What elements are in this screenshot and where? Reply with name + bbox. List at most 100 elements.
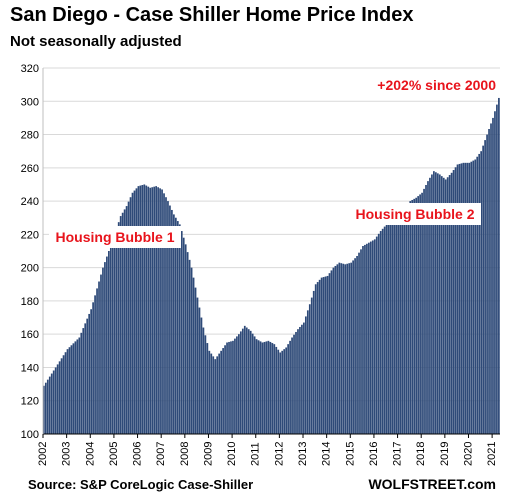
bar (371, 240, 374, 434)
bar (336, 264, 339, 434)
bar (202, 327, 205, 434)
bar (460, 163, 463, 434)
bar (52, 370, 55, 434)
bar (395, 218, 398, 434)
bar (297, 329, 299, 434)
bar (186, 252, 189, 434)
bar (46, 379, 49, 434)
bar (440, 176, 443, 434)
bar (180, 231, 183, 434)
bar (167, 201, 169, 434)
y-tick-label: 160 (21, 329, 39, 341)
bar (466, 162, 469, 434)
bar (342, 263, 345, 434)
bar (480, 151, 483, 434)
bar (131, 192, 134, 434)
y-tick-label: 240 (21, 196, 39, 208)
bar (275, 346, 278, 434)
bar (228, 341, 230, 434)
bar (129, 197, 132, 434)
bar (456, 164, 459, 435)
bar (149, 187, 152, 434)
bar (289, 340, 291, 434)
bar (458, 163, 461, 434)
bar (194, 287, 197, 434)
bar (496, 104, 498, 434)
x-tick-label: 2008 (179, 442, 191, 466)
bar (151, 187, 154, 434)
bar (482, 145, 484, 434)
bar (271, 343, 274, 434)
bar (96, 288, 98, 434)
bar (417, 196, 419, 434)
bar (348, 263, 351, 434)
bar (259, 341, 262, 434)
bar (238, 334, 240, 434)
bar (169, 205, 171, 434)
bar (306, 310, 309, 434)
bar (354, 258, 356, 434)
bar (90, 309, 92, 434)
bar (153, 186, 156, 434)
bar (102, 267, 104, 434)
bar (362, 246, 364, 434)
bar (253, 336, 256, 434)
bar (330, 270, 333, 434)
x-tick-label: 2019 (439, 442, 451, 466)
bar (239, 331, 242, 434)
bar (157, 187, 159, 434)
bar (135, 188, 138, 434)
bar (178, 224, 181, 434)
bar (490, 123, 492, 434)
bar (48, 376, 51, 434)
bar (375, 236, 378, 434)
bar (190, 267, 193, 434)
bar (435, 172, 437, 434)
housing-bubble-1-label: Housing Bubble 1 (56, 229, 175, 245)
bar (324, 276, 327, 434)
x-tick-label: 2021 (486, 442, 498, 466)
x-tick-label: 2013 (297, 442, 309, 466)
y-tick-label: 120 (21, 396, 39, 408)
bar (206, 343, 209, 434)
bar (415, 197, 418, 434)
bar (385, 224, 388, 434)
bar (303, 322, 305, 434)
bar (88, 313, 91, 434)
bar (314, 284, 317, 434)
bar (255, 339, 258, 434)
bar (106, 256, 108, 434)
bar (454, 167, 457, 434)
bar (287, 344, 289, 434)
bar (366, 243, 368, 434)
bar (387, 223, 390, 434)
bar (419, 194, 421, 434)
x-tick-label: 2015 (344, 442, 356, 466)
bar (391, 221, 394, 434)
y-tick-label: 300 (21, 96, 39, 108)
axes (42, 68, 500, 435)
bar (397, 217, 400, 434)
bar (431, 174, 433, 434)
y-tick-label: 260 (21, 163, 39, 175)
bar (243, 325, 246, 434)
housing-bubble-2-box (349, 203, 481, 225)
x-tick-label: 2011 (250, 442, 262, 466)
bar (241, 328, 244, 434)
bar (62, 355, 65, 434)
bar (123, 209, 126, 434)
y-tick-label: 180 (21, 296, 39, 308)
x-tick-label: 2007 (155, 442, 167, 466)
bar (423, 188, 425, 434)
y-tick-label: 200 (21, 263, 39, 275)
bar (84, 323, 87, 434)
bar (196, 297, 199, 434)
bar (66, 349, 69, 434)
housing-bubble-1-box (49, 226, 181, 248)
bar (198, 307, 201, 434)
bar (476, 156, 479, 435)
bar (139, 185, 142, 434)
bar (234, 338, 236, 434)
bar (222, 348, 224, 434)
bar (405, 205, 408, 434)
